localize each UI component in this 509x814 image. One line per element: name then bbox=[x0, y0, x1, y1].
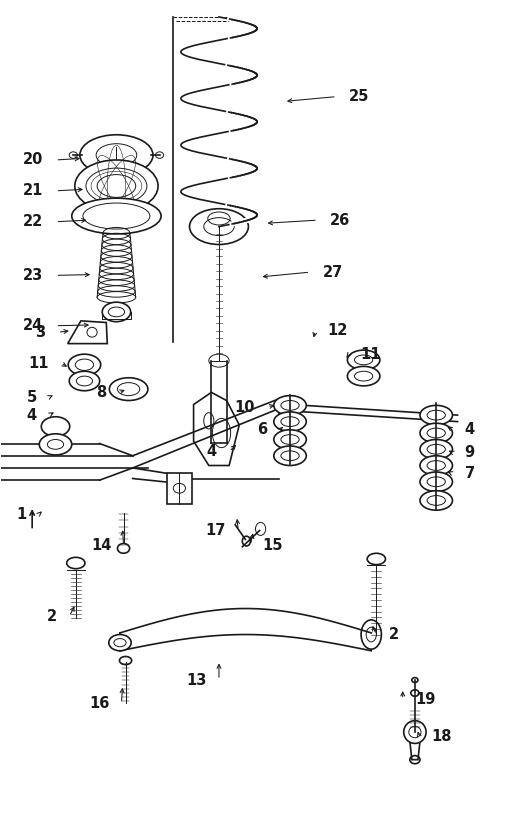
Text: 26: 26 bbox=[330, 212, 350, 228]
Text: 13: 13 bbox=[186, 672, 207, 688]
Ellipse shape bbox=[109, 635, 131, 650]
Ellipse shape bbox=[274, 430, 306, 449]
Ellipse shape bbox=[72, 198, 161, 234]
Text: 16: 16 bbox=[89, 696, 109, 711]
Ellipse shape bbox=[348, 366, 380, 386]
Polygon shape bbox=[409, 732, 421, 759]
Ellipse shape bbox=[420, 472, 453, 492]
Text: 6: 6 bbox=[258, 422, 268, 437]
Ellipse shape bbox=[67, 558, 85, 569]
Text: 11: 11 bbox=[28, 356, 48, 370]
Text: 8: 8 bbox=[96, 385, 106, 400]
Ellipse shape bbox=[41, 417, 70, 436]
Text: 23: 23 bbox=[23, 268, 43, 282]
Text: 2: 2 bbox=[388, 627, 399, 642]
Text: 2: 2 bbox=[47, 609, 57, 624]
Text: 22: 22 bbox=[23, 214, 43, 230]
Text: 25: 25 bbox=[349, 89, 370, 104]
Ellipse shape bbox=[420, 456, 453, 475]
Ellipse shape bbox=[118, 544, 130, 554]
Ellipse shape bbox=[420, 423, 453, 443]
Ellipse shape bbox=[109, 378, 148, 400]
Text: 3: 3 bbox=[35, 325, 45, 339]
Text: 4: 4 bbox=[26, 408, 37, 422]
Ellipse shape bbox=[274, 412, 306, 431]
Ellipse shape bbox=[68, 354, 101, 375]
Text: 4: 4 bbox=[465, 422, 475, 437]
Text: 4: 4 bbox=[207, 444, 217, 459]
Text: 12: 12 bbox=[328, 323, 348, 338]
Text: 5: 5 bbox=[26, 390, 37, 405]
Text: 20: 20 bbox=[23, 152, 43, 168]
Text: 1: 1 bbox=[16, 507, 26, 522]
Text: 18: 18 bbox=[432, 729, 452, 745]
Ellipse shape bbox=[39, 434, 72, 455]
Ellipse shape bbox=[420, 440, 453, 459]
Ellipse shape bbox=[420, 405, 453, 425]
Ellipse shape bbox=[274, 446, 306, 466]
Polygon shape bbox=[68, 321, 107, 344]
Ellipse shape bbox=[404, 720, 426, 743]
Ellipse shape bbox=[274, 396, 306, 415]
Text: 17: 17 bbox=[206, 523, 226, 538]
Ellipse shape bbox=[367, 554, 385, 565]
Ellipse shape bbox=[69, 371, 100, 391]
Text: 14: 14 bbox=[91, 537, 111, 553]
Ellipse shape bbox=[102, 302, 131, 322]
Text: 27: 27 bbox=[323, 265, 343, 279]
Text: 9: 9 bbox=[465, 445, 475, 460]
Text: 24: 24 bbox=[23, 318, 43, 333]
Text: 7: 7 bbox=[465, 466, 475, 481]
Text: 21: 21 bbox=[23, 183, 43, 199]
Text: 11: 11 bbox=[360, 348, 381, 362]
Ellipse shape bbox=[75, 160, 158, 212]
Text: 10: 10 bbox=[235, 400, 255, 414]
Text: 19: 19 bbox=[415, 692, 435, 707]
Text: 15: 15 bbox=[263, 537, 283, 553]
Ellipse shape bbox=[348, 350, 380, 370]
Ellipse shape bbox=[420, 491, 453, 510]
FancyBboxPatch shape bbox=[166, 473, 192, 504]
